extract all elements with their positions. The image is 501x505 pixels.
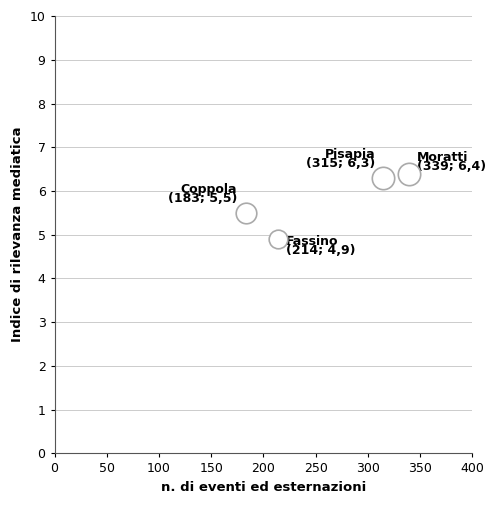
- X-axis label: n. di eventi ed esternazioni: n. di eventi ed esternazioni: [161, 481, 366, 494]
- Point: [379, 174, 387, 182]
- Text: Moratti: Moratti: [417, 151, 468, 164]
- Text: (214; 4,9): (214; 4,9): [287, 244, 356, 258]
- Point: [241, 209, 249, 217]
- Text: Coppola: Coppola: [181, 183, 237, 196]
- Y-axis label: Indice di rilevanza mediatica: Indice di rilevanza mediatica: [11, 127, 24, 342]
- Text: (315; 6,3): (315; 6,3): [306, 157, 375, 170]
- Text: Pisapia: Pisapia: [325, 148, 375, 161]
- Text: (339; 6,4): (339; 6,4): [417, 160, 486, 173]
- Text: Fassino: Fassino: [287, 235, 339, 248]
- Point: [274, 235, 282, 243]
- Point: [404, 170, 412, 178]
- Text: (183; 5,5): (183; 5,5): [168, 192, 237, 205]
